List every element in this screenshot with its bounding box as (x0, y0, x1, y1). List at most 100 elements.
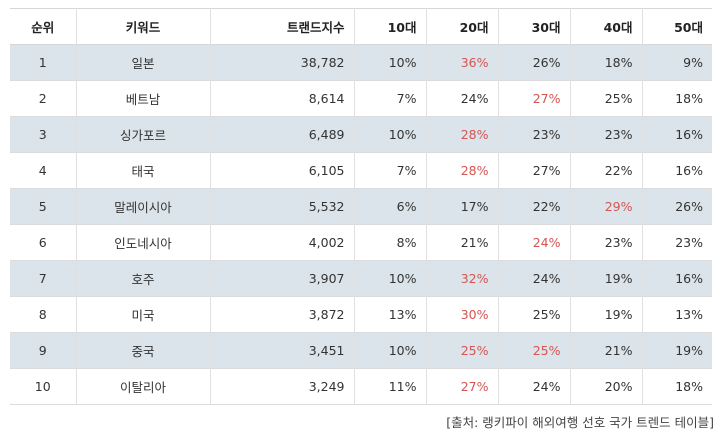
table-row: 9 중국 3,451 10% 25% 25% 21% 19% (10, 332, 712, 369)
age-40s-cell: 20% (570, 368, 643, 405)
table-row: 6 인도네시아 4,002 8% 21% 24% 23% 23% (10, 224, 712, 261)
age-10s-cell: 13% (354, 296, 427, 333)
age-30s-cell: 25% (498, 296, 571, 333)
trend-index-cell: 38,782 (210, 44, 355, 81)
age-50s-cell: 23% (675, 235, 703, 250)
trend-index-cell: 3,872 (210, 296, 355, 333)
age-20s-cell: 36% (426, 44, 499, 81)
rank-cell: 7 (10, 260, 77, 297)
keyword-cell: 일본 (76, 44, 211, 81)
age-50s-cell: 19% (675, 343, 703, 358)
age-40s-cell: 19% (570, 296, 643, 333)
rank-cell: 3 (10, 116, 77, 153)
age-20s-cell: 30% (426, 296, 499, 333)
age-50s-cell: 16% (675, 271, 703, 286)
rank-cell: 2 (10, 80, 77, 117)
trend-index-cell: 6,105 (210, 152, 355, 189)
age-40s-cell: 22% (570, 152, 643, 189)
age-20s-cell: 24% (426, 80, 499, 117)
age-20s-cell: 21% (426, 224, 499, 261)
age-20s-cell: 17% (426, 188, 499, 225)
age-30s-cell: 22% (498, 188, 571, 225)
trend-table: 순위 키워드 트랜드지수 10대 20대 30대 40대 50대 1 일본 38… (10, 8, 712, 405)
age-10s-cell: 10% (354, 332, 427, 369)
table-row: 4 태국 6,105 7% 28% 27% 22% 16% (10, 152, 712, 189)
age-10s-cell: 10% (354, 260, 427, 297)
age-30s-cell: 27% (498, 152, 571, 189)
keyword-cell: 미국 (76, 296, 211, 333)
age-10s-cell: 6% (354, 188, 427, 225)
rank-cell: 5 (10, 188, 77, 225)
age-50s-cell: 9% (683, 55, 703, 70)
table-row: 1 일본 38,782 10% 36% 26% 18% 9% (10, 44, 712, 81)
age-30s-cell: 24% (498, 224, 571, 261)
keyword-cell: 태국 (76, 152, 211, 189)
header-trend-index: 트랜드지수 (210, 8, 355, 45)
age-10s-cell: 11% (354, 368, 427, 405)
header-age-10s: 10대 (354, 8, 427, 45)
header-keyword: 키워드 (76, 8, 211, 45)
age-30s-cell: 23% (498, 116, 571, 153)
table-row: 7 호주 3,907 10% 32% 24% 19% 16% (10, 260, 712, 297)
age-50s-cell: 13% (675, 307, 703, 322)
age-40s-cell: 21% (570, 332, 643, 369)
age-20s-cell: 32% (426, 260, 499, 297)
age-30s-cell: 26% (498, 44, 571, 81)
age-30s-cell: 24% (498, 260, 571, 297)
age-40s-cell: 19% (570, 260, 643, 297)
age-50s-cell: 26% (675, 199, 703, 214)
age-30s-cell: 24% (498, 368, 571, 405)
keyword-cell: 호주 (76, 260, 211, 297)
table-row: 2 베트남 8,614 7% 24% 27% 25% 18% (10, 80, 712, 117)
keyword-cell: 싱가포르 (76, 116, 211, 153)
header-age-40s: 40대 (570, 8, 643, 45)
header-age-30s: 30대 (498, 8, 571, 45)
age-50s-cell: 16% (675, 163, 703, 178)
table-row: 3 싱가포르 6,489 10% 28% 23% 23% 16% (10, 116, 712, 153)
trend-index-cell: 8,614 (210, 80, 355, 117)
age-20s-cell: 28% (426, 116, 499, 153)
age-30s-cell: 27% (498, 80, 571, 117)
header-age-50s: 50대 (642, 8, 712, 45)
age-40s-cell: 18% (570, 44, 643, 81)
age-20s-cell: 28% (426, 152, 499, 189)
rank-cell: 1 (10, 44, 77, 81)
keyword-cell: 인도네시아 (76, 224, 211, 261)
trend-index-cell: 6,489 (210, 116, 355, 153)
age-40s-cell: 23% (570, 224, 643, 261)
age-10s-cell: 8% (354, 224, 427, 261)
table-row: 8 미국 3,872 13% 30% 25% 19% 13% (10, 296, 712, 333)
age-40s-cell: 29% (570, 188, 643, 225)
rank-cell: 10 (10, 368, 77, 405)
trend-index-cell: 3,249 (210, 368, 355, 405)
trend-index-cell: 3,451 (210, 332, 355, 369)
keyword-cell: 베트남 (76, 80, 211, 117)
header-age-20s: 20대 (426, 8, 499, 45)
header-row: 순위 키워드 트랜드지수 10대 20대 30대 40대 50대 (10, 8, 712, 45)
rank-cell: 6 (10, 224, 77, 261)
age-40s-cell: 25% (570, 80, 643, 117)
age-10s-cell: 7% (354, 80, 427, 117)
trend-index-cell: 3,907 (210, 260, 355, 297)
keyword-cell: 말레이시아 (76, 188, 211, 225)
age-40s-cell: 23% (570, 116, 643, 153)
trend-index-cell: 5,532 (210, 188, 355, 225)
rank-cell: 8 (10, 296, 77, 333)
keyword-cell: 중국 (76, 332, 211, 369)
table-row: 5 말레이시아 5,532 6% 17% 22% 29% 26% (10, 188, 712, 225)
age-20s-cell: 27% (426, 368, 499, 405)
age-10s-cell: 10% (354, 116, 427, 153)
age-20s-cell: 25% (426, 332, 499, 369)
header-rank: 순위 (10, 8, 77, 45)
rank-cell: 9 (10, 332, 77, 369)
age-30s-cell: 25% (498, 332, 571, 369)
table-row: 10 이탈리아 3,249 11% 27% 24% 20% 18% (10, 368, 712, 405)
age-50s-cell: 18% (675, 379, 703, 394)
age-10s-cell: 10% (354, 44, 427, 81)
age-50s-cell: 18% (675, 91, 703, 106)
rank-cell: 4 (10, 152, 77, 189)
keyword-cell: 이탈리아 (76, 368, 211, 405)
source-caption: [출처: 랭키파이 해외여행 선호 국가 트렌드 테이블] (446, 415, 714, 430)
age-10s-cell: 7% (354, 152, 427, 189)
